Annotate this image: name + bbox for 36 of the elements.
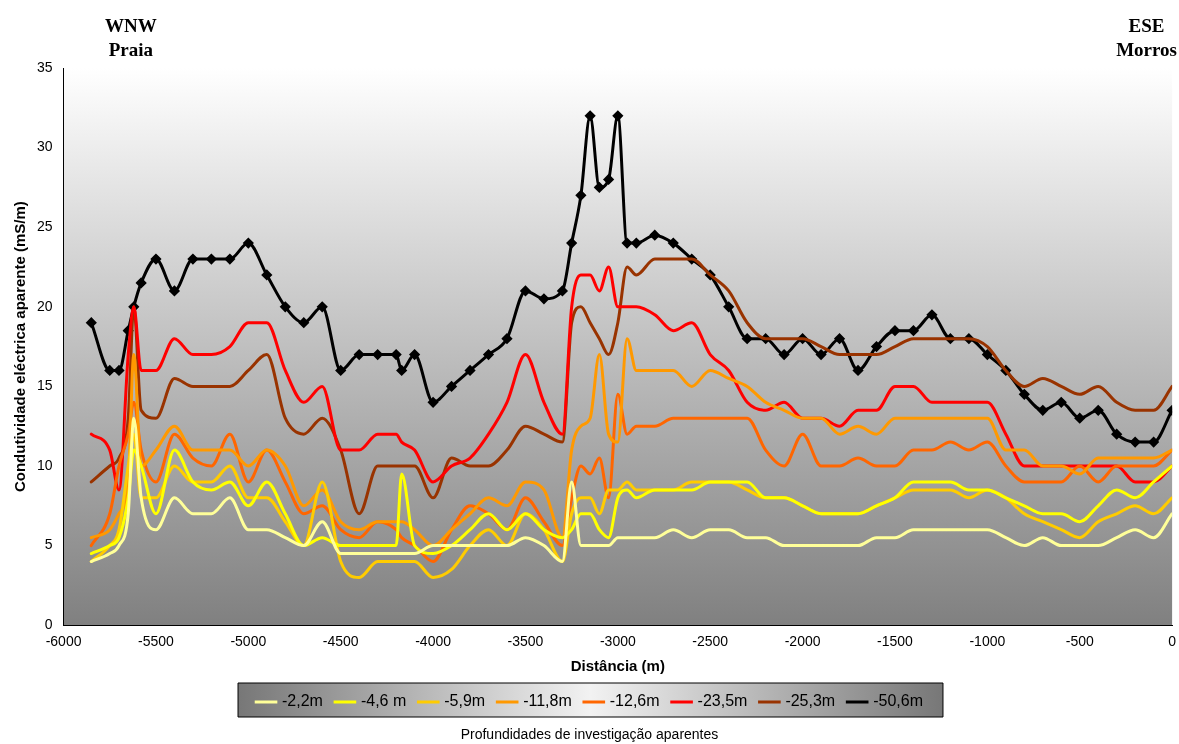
legend-label: -2,2m <box>282 692 323 710</box>
y-tick-label: 30 <box>36 138 53 155</box>
text: WNW Praia <box>105 14 157 62</box>
legend-label: -5,9m <box>444 692 486 710</box>
legend-label: -25,3m <box>785 692 836 710</box>
legend-title: Profundidades de investigação aparentes <box>459 726 720 742</box>
x-tick-label: -2000 <box>784 633 821 650</box>
y-axis-title: Condutividade eléctrica aparente (mS/m) <box>11 201 29 493</box>
x-tick-label: 0 <box>1168 633 1177 650</box>
x-tick-label: -4500 <box>322 633 359 650</box>
y-tick-label: 0 <box>44 616 53 633</box>
text: ESE Morros <box>1116 14 1177 62</box>
y-tick-label: 15 <box>36 377 53 394</box>
x-tick-label: -5500 <box>138 633 175 650</box>
legend-label: -11,8m <box>523 692 572 710</box>
x-tick-label: -3500 <box>507 633 544 650</box>
x-tick-label: -1000 <box>969 633 1006 650</box>
x-tick-label: -3000 <box>599 633 636 650</box>
line-series <box>89 337 1173 548</box>
y-tick-label: 25 <box>36 218 53 235</box>
x-tick-label: -2500 <box>692 633 729 650</box>
x-tick-label: -500 <box>1065 633 1094 650</box>
y-tick-label: 5 <box>44 536 53 553</box>
line-series <box>89 448 1173 556</box>
x-tick-label: -1500 <box>877 633 914 650</box>
y-tick-label: 20 <box>36 297 53 314</box>
legend-label: -23,5m <box>697 692 748 710</box>
x-axis-title: Distância (m) <box>570 657 665 675</box>
legend-label: -12,6m <box>609 692 660 710</box>
y-tick-label: 10 <box>36 456 53 473</box>
y-tick-label: 35 <box>36 58 53 75</box>
x-tick-label: -5000 <box>230 633 267 650</box>
legend-label: -4,6 m <box>360 692 407 710</box>
x-tick-label: -6000 <box>45 633 82 650</box>
x-tick-label: -4000 <box>415 633 452 650</box>
legend-label: -50,6m <box>873 692 923 710</box>
